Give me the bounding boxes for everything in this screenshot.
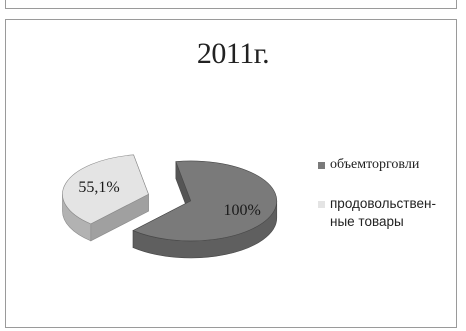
legend-label-obem-torgovli: объемторговли [330, 157, 420, 172]
legend-item-obem-torgovli: объемторговли [318, 156, 458, 173]
legend-label-prodovolstvennye-line2: ные товары [330, 214, 404, 229]
previous-panel-edge [5, 0, 457, 9]
legend: объемторговли продовольствен- ные товары [318, 156, 458, 249]
data-label-obem-torgovli: 100% [224, 202, 261, 219]
pie-slice-prodovolstvennye-group [62, 154, 149, 242]
pie-slice-top-obem-torgovli [132, 160, 278, 242]
legend-swatch-prodovolstvennye [318, 201, 325, 208]
chart-title: 2011г. [196, 37, 270, 70]
legend-item-prodovolstvennye: продовольствен- ные товары [318, 195, 458, 231]
pie-slice-obem-torgovli-group [132, 160, 278, 259]
pie-slice-top-prodovolstvennye [62, 154, 149, 225]
legend-swatch-obem-torgovli [318, 162, 325, 169]
legend-label-prodovolstvennye-line1: продовольствен- [330, 196, 436, 211]
data-label-prodovolstvennye: 55,1% [78, 179, 119, 196]
